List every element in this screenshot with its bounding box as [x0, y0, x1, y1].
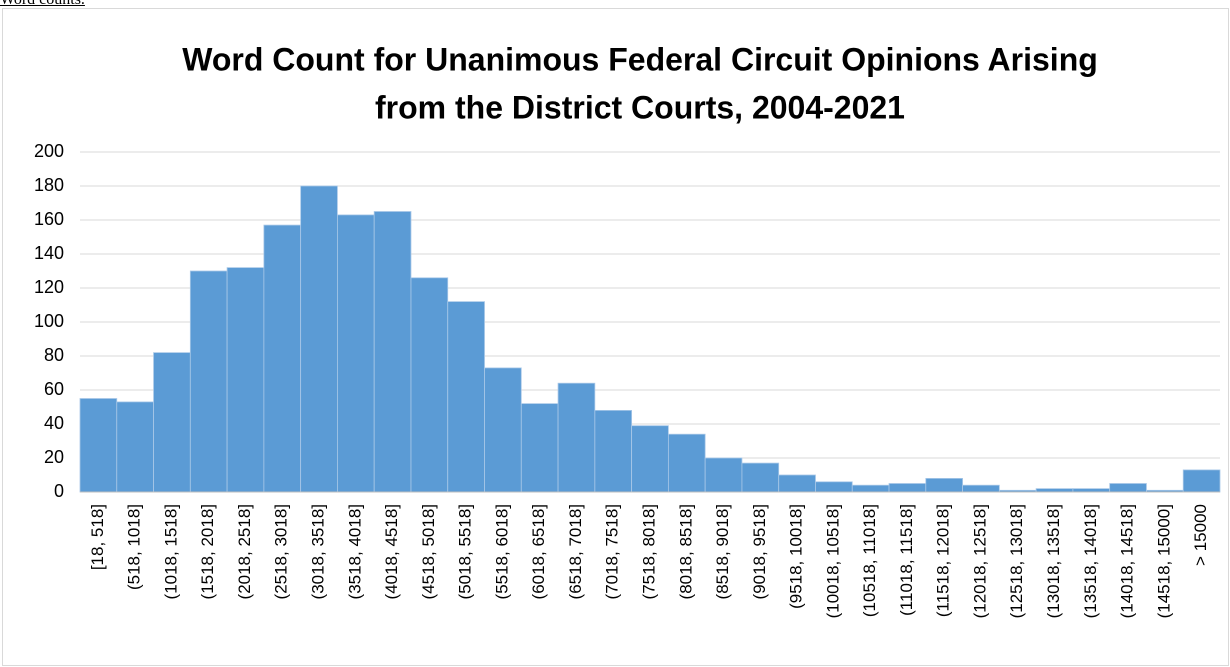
x-tick-label: (9018, 9518]: [750, 504, 769, 599]
y-tick-label: 100: [34, 311, 64, 331]
x-tick-label: (10518, 11018]: [860, 504, 879, 617]
x-tick-label: [18, 518]: [88, 504, 107, 570]
x-tick-label: (11018, 11518]: [897, 504, 916, 616]
bar: [815, 481, 853, 493]
bar: [189, 270, 228, 493]
bar: [888, 483, 927, 493]
bar: [1182, 469, 1221, 493]
bar: [631, 425, 669, 493]
x-tick-label: (4518, 5018]: [419, 504, 438, 599]
bar: [594, 409, 633, 493]
bar: [447, 301, 485, 493]
x-tick-label: (5518, 6018]: [492, 504, 511, 599]
bar: [1072, 488, 1111, 493]
x-tick-label: (9518, 10018]: [787, 504, 806, 609]
bar: [226, 267, 265, 493]
chart-frame: [2, 8, 1229, 666]
x-tick-label: (11518, 12018]: [934, 504, 953, 617]
x-tick-label: (1018, 1518]: [161, 504, 180, 599]
x-tick-label: > 15000: [1191, 504, 1210, 566]
bar: [704, 457, 743, 493]
x-tick-label: (518, 1018]: [125, 504, 144, 590]
x-tick-label: (6518, 7018]: [566, 504, 585, 599]
bar: [962, 484, 1000, 493]
x-tick-label: (4018, 4518]: [382, 504, 401, 599]
bar: [337, 214, 375, 493]
bar: [410, 277, 449, 493]
y-tick-label: 40: [44, 413, 64, 433]
x-tick-label: (3018, 3518]: [309, 504, 328, 599]
y-tick-label: 120: [34, 277, 64, 297]
y-tick-label: 140: [34, 243, 64, 263]
bar: [851, 484, 890, 493]
chart-title: from the District Courts, 2004-2021: [375, 89, 905, 125]
bar: [1035, 488, 1074, 493]
bar: [484, 367, 522, 493]
x-tick-label: (6018, 6518]: [529, 504, 548, 599]
caption: Word counts.: [0, 0, 85, 9]
bar: [778, 474, 816, 493]
y-tick-label: 0: [54, 481, 64, 501]
x-tick-label: (13018, 13518]: [1044, 504, 1063, 618]
x-tick-label: (7018, 7518]: [603, 504, 622, 599]
chart-title: Word Count for Unanimous Federal Circuit…: [182, 41, 1098, 77]
bar: [263, 224, 302, 493]
y-tick-label: 160: [34, 209, 64, 229]
bar: [741, 462, 780, 493]
bar: [1109, 483, 1147, 493]
x-tick-label: (1518, 2018]: [198, 504, 217, 599]
bar: [667, 433, 706, 493]
x-tick-label: (3518, 4018]: [345, 504, 364, 599]
x-tick-label: (14018, 14518]: [1118, 504, 1137, 618]
y-tick-label: 60: [44, 379, 64, 399]
bar: [373, 211, 412, 493]
y-tick-label: 80: [44, 345, 64, 365]
bar: [300, 185, 338, 493]
x-tick-label: (10018, 10518]: [823, 504, 842, 618]
y-tick-label: 200: [34, 141, 64, 161]
x-tick-label: (12518, 13018]: [1007, 504, 1026, 618]
x-tick-label: (14518, 15000]: [1154, 504, 1173, 618]
x-tick-label: (7518, 8018]: [639, 504, 658, 599]
y-tick-label: 180: [34, 175, 64, 195]
bar: [520, 403, 559, 493]
x-tick-label: (12018, 12518]: [970, 504, 989, 618]
x-tick-label: (8018, 8518]: [676, 504, 695, 599]
y-tick-label: 20: [44, 447, 64, 467]
bar: [116, 401, 154, 493]
bar: [79, 398, 118, 493]
bar: [925, 477, 963, 493]
bar: [557, 382, 596, 493]
x-tick-label: (2518, 3018]: [272, 504, 291, 599]
x-tick-label: (13518, 14018]: [1081, 504, 1100, 618]
bar: [153, 352, 191, 493]
x-tick-label: (8518, 9018]: [713, 504, 732, 599]
x-tick-label: (5018, 5518]: [456, 504, 475, 599]
x-tick-label: (2018, 2518]: [235, 504, 254, 599]
